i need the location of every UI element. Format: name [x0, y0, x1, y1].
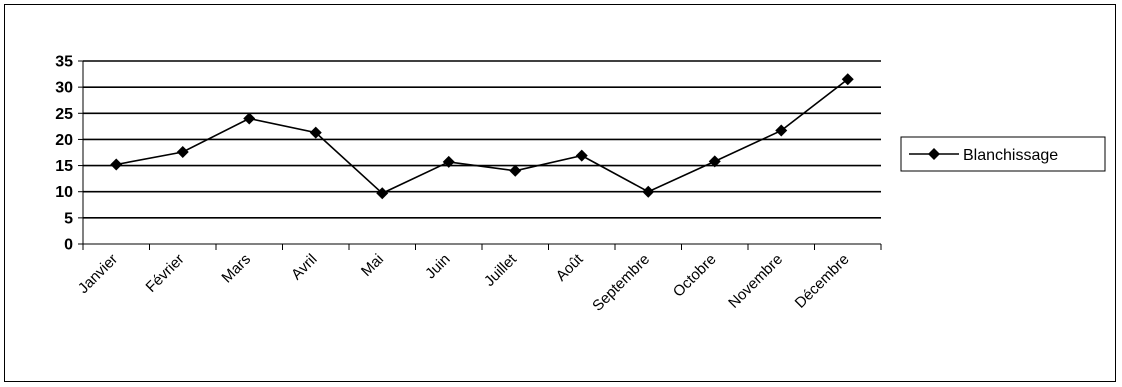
y-tick-label: 5	[64, 210, 73, 227]
series-line	[116, 78, 849, 195]
axes: 0 5 10 15 20 25 30 35 Janvier Février Mars Avril Mai…	[55, 54, 882, 315]
data-point-marker	[176, 145, 189, 158]
data-point-marker	[376, 187, 389, 200]
y-tick-label: 0	[64, 237, 73, 254]
x-tick-label: Février	[143, 251, 188, 296]
series-blanchissage	[110, 73, 854, 200]
data-point-marker	[708, 155, 721, 168]
chart-frame: 0 5 10 15 20 25 30 35 Janvier Février Mars Avril Mai…	[4, 4, 1116, 382]
data-point-marker	[442, 155, 455, 168]
legend-marker-swatch	[928, 148, 940, 160]
data-point-marker	[110, 158, 123, 171]
x-tick-label: Septembre	[589, 251, 653, 315]
x-tick-label: Décembre	[792, 251, 853, 312]
x-tick-label: Mai	[358, 251, 387, 280]
x-tick-label: Novembre	[725, 251, 786, 312]
x-tick-label: Octobre	[670, 251, 720, 301]
x-tick-label: Juillet	[481, 250, 521, 290]
data-point-marker	[775, 124, 788, 137]
x-tick-label: Mars	[218, 251, 254, 287]
data-point-marker	[509, 164, 522, 177]
x-tick-label: Août	[553, 250, 587, 284]
y-tick-label: 20	[55, 132, 73, 149]
y-tick-label: 30	[55, 80, 73, 97]
y-tick-label: 35	[55, 54, 73, 71]
legend: Blanchissage	[900, 136, 1106, 172]
y-tick-label: 25	[55, 106, 73, 123]
data-point-marker	[243, 112, 256, 125]
y-tick-label: 15	[55, 158, 73, 175]
x-tick-label: Juin	[422, 251, 453, 282]
y-tick-label: 10	[55, 184, 73, 201]
data-point-marker	[642, 185, 655, 198]
x-tick-label: Janvier	[75, 251, 121, 297]
data-point-marker	[575, 149, 588, 162]
legend-label: Blanchissage	[963, 147, 1058, 164]
x-tick-label: Avril	[288, 251, 320, 283]
line-chart: 0 5 10 15 20 25 30 35 Janvier Février Mars Avril Mai…	[55, 54, 1106, 315]
data-point-marker	[841, 73, 854, 86]
